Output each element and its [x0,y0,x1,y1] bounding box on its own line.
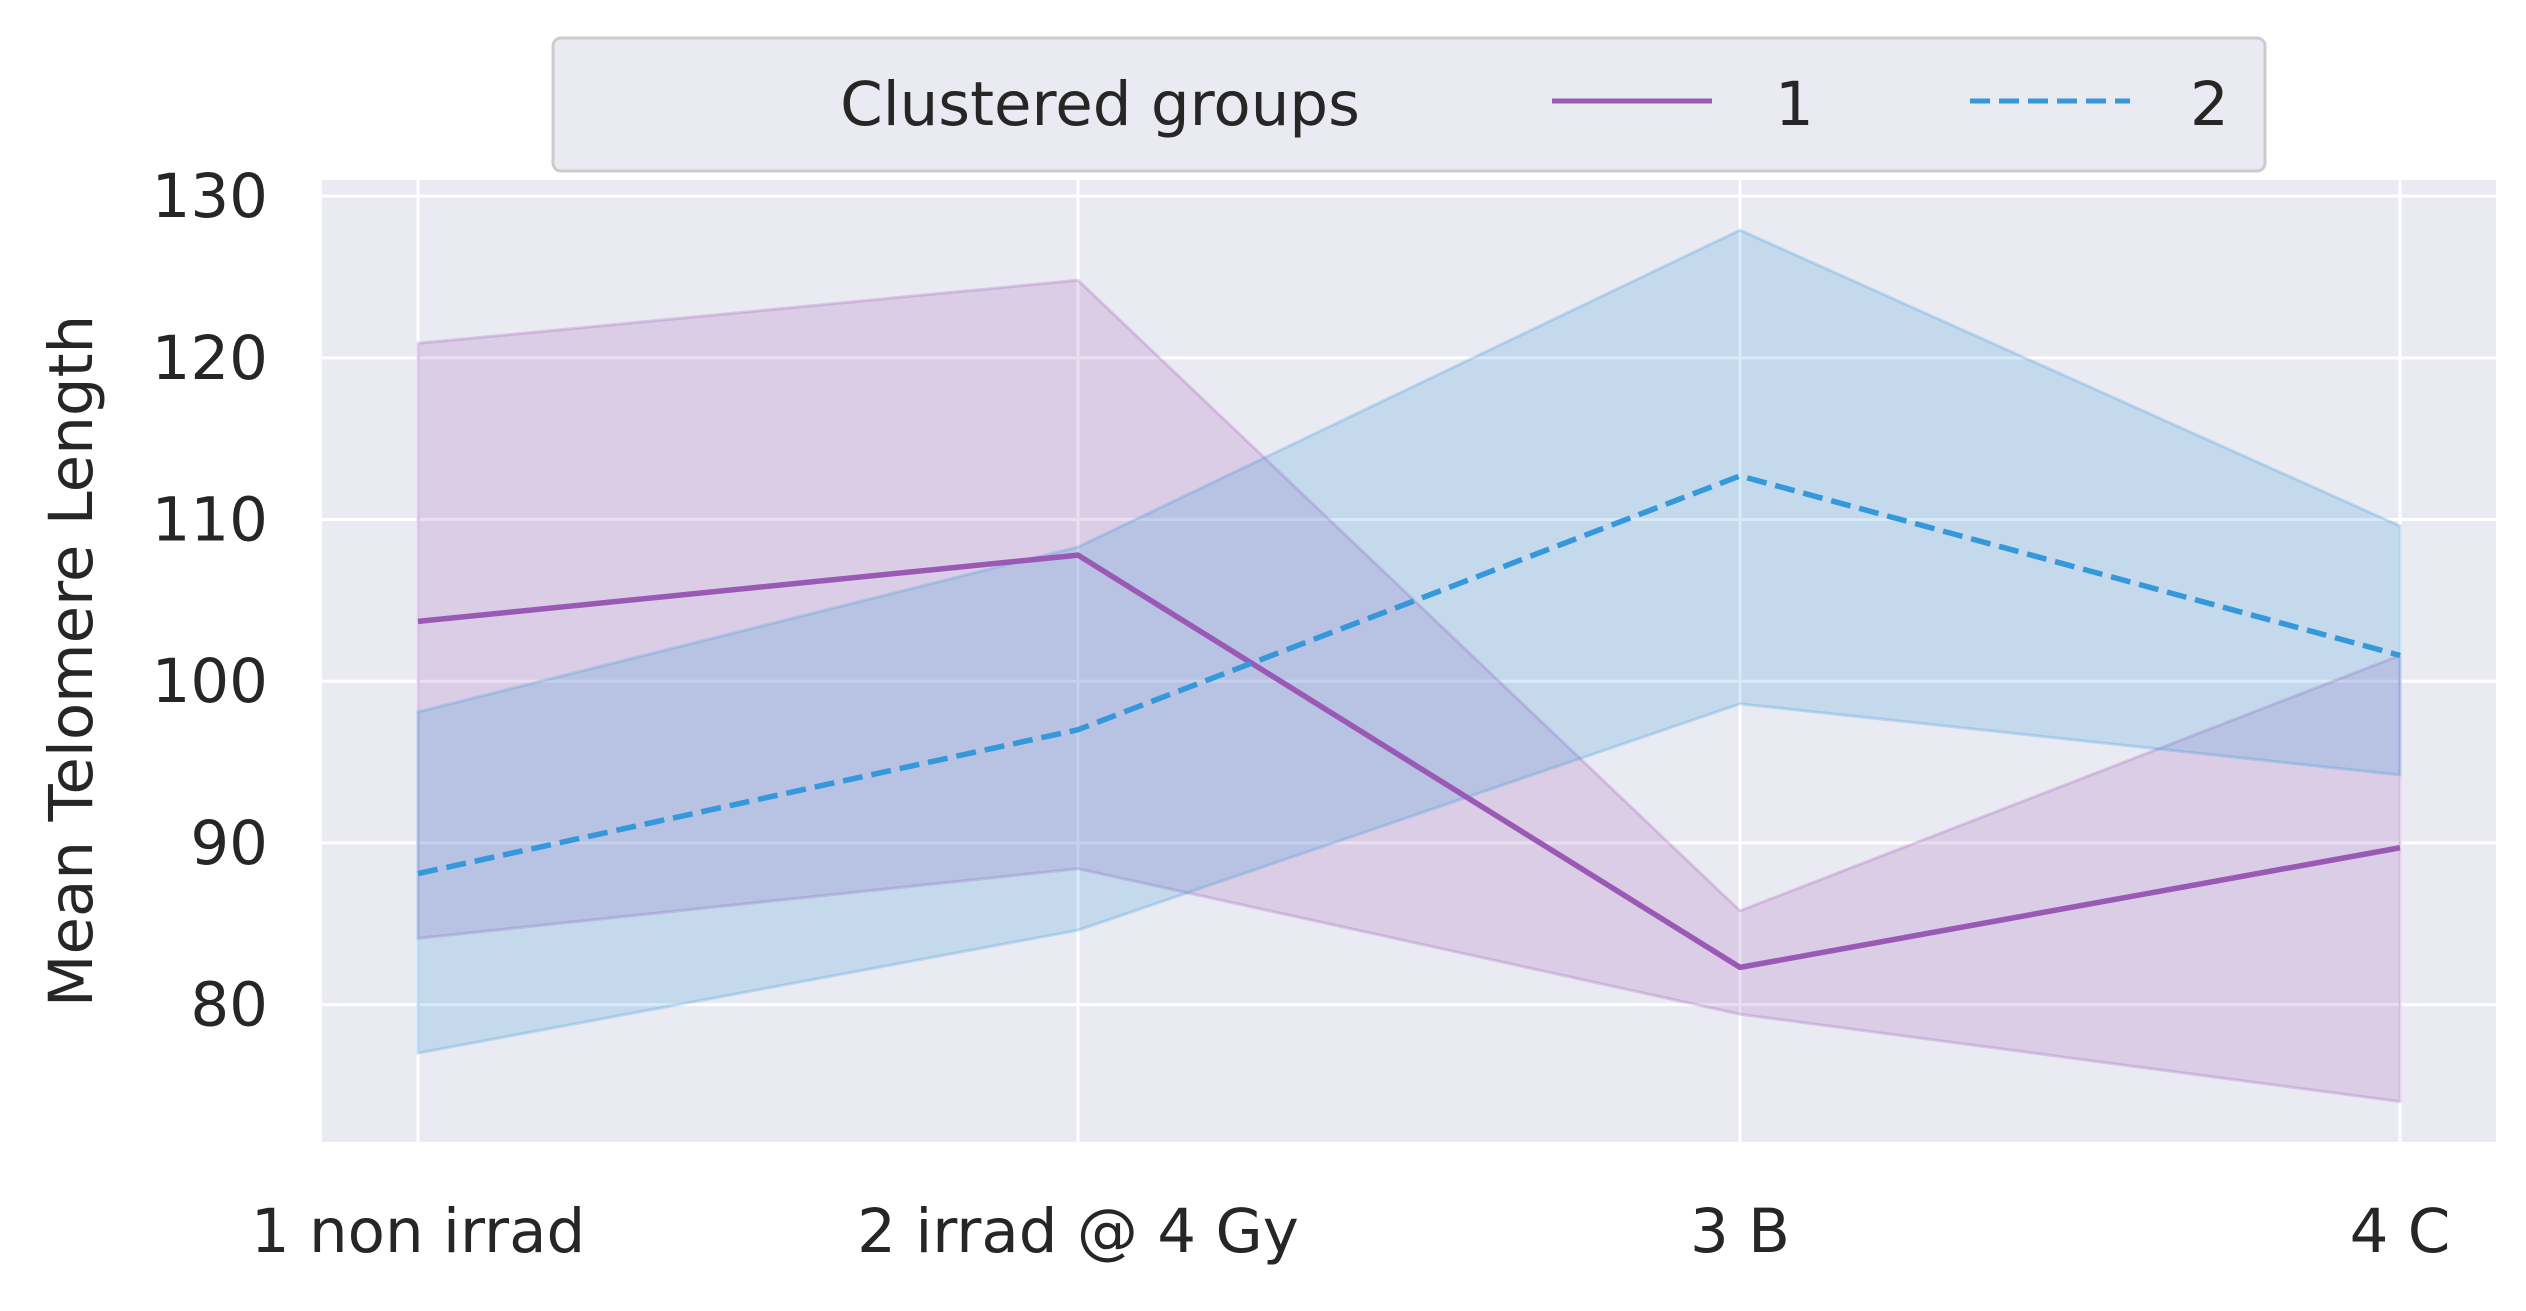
y-axis-label: Mean Telomere Length [36,315,107,1007]
legend-box [553,38,2265,171]
y-tick-label: 100 [152,646,268,717]
y-tick-label: 110 [152,485,268,556]
x-tick-label: 1 non irrad [251,1196,585,1267]
legend-label-series-2: 2 [2190,69,2229,140]
x-tick-label: 2 irrad @ 4 Gy [857,1196,1299,1267]
legend: Clustered groups 1 2 [553,38,2265,171]
y-tick-labels: 80 90 100 110 120 130 [152,161,268,1040]
y-tick-label: 80 [190,970,268,1041]
x-tick-labels: 1 non irrad 2 irrad @ 4 Gy 3 B 4 C [251,1196,2451,1267]
y-tick-label: 120 [152,323,268,394]
x-tick-label: 3 B [1690,1196,1790,1267]
x-tick-label: 4 C [2350,1196,2451,1267]
legend-title: Clustered groups [840,69,1360,140]
y-tick-label: 130 [152,161,268,232]
legend-label-series-1: 1 [1775,69,1814,140]
y-tick-label: 90 [190,808,268,879]
